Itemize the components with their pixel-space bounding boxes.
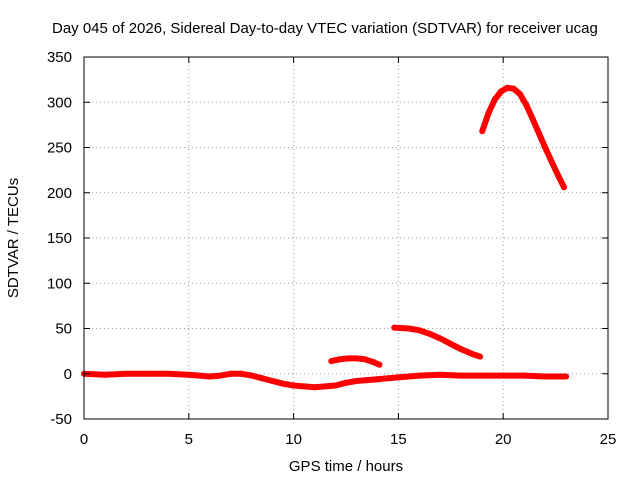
x-tick-label: 10 (285, 431, 302, 448)
data-point (542, 144, 549, 151)
data-point (332, 382, 339, 389)
grid (84, 57, 608, 419)
data-point (280, 380, 287, 387)
data-point (391, 324, 398, 331)
data-point (238, 370, 245, 377)
data-point (477, 353, 484, 360)
data-point (548, 158, 555, 165)
data-point (458, 372, 465, 379)
data-point (343, 379, 349, 386)
data-point (542, 373, 549, 380)
y-tick-label: 100 (47, 275, 72, 292)
data-point (248, 372, 255, 379)
chart-title: Day 045 of 2026, Sidereal Day-to-day VTE… (52, 20, 598, 37)
data-point (290, 382, 297, 389)
data-point (521, 372, 528, 379)
data-point (491, 96, 498, 103)
series-line (394, 324, 482, 360)
data-point (395, 374, 402, 381)
data-point (500, 372, 507, 379)
y-tick-label: 50 (55, 321, 72, 338)
x-tick-label: 5 (185, 431, 193, 448)
y-tick-label: 350 (47, 49, 72, 66)
data-point (416, 327, 423, 334)
series-group (81, 84, 570, 391)
data-point (416, 372, 423, 379)
data-point (498, 88, 505, 95)
data-point (217, 372, 224, 379)
data-point (336, 356, 343, 363)
data-point (479, 128, 486, 135)
data-point (504, 84, 511, 91)
data-point (301, 383, 308, 390)
data-point (561, 184, 567, 191)
data-point (468, 350, 475, 357)
x-tick-label: 15 (390, 431, 407, 448)
data-point (364, 377, 370, 384)
y-axis-label: SDTVAR / TECUs (5, 178, 22, 298)
data-point (458, 346, 465, 353)
x-tick-label: 25 (600, 431, 617, 448)
axis-ticks: 0 5 10 15 20 25 -50 0 50 100 150 200 250 300 350 (47, 49, 616, 448)
data-point (374, 376, 381, 383)
data-point (563, 373, 570, 380)
data-point (370, 359, 377, 365)
data-point (196, 372, 203, 379)
y-tick-label: 0 (64, 366, 72, 383)
data-point (328, 358, 335, 365)
data-point (437, 335, 444, 342)
data-point (523, 102, 530, 108)
y-tick-label: 300 (47, 94, 72, 111)
data-point (322, 383, 328, 390)
data-point (535, 130, 542, 136)
data-point (479, 372, 486, 379)
y-tick-label: -50 (50, 411, 72, 428)
series-line (479, 84, 567, 189)
data-point (353, 378, 360, 384)
y-tick-label: 200 (47, 185, 72, 202)
data-point (102, 371, 108, 378)
data-point (485, 110, 492, 117)
x-tick-label: 0 (80, 431, 88, 448)
data-point (376, 361, 383, 368)
data-point (554, 171, 561, 178)
data-point (259, 375, 266, 382)
data-point (269, 378, 276, 384)
data-point (143, 370, 150, 377)
data-point (426, 330, 433, 337)
data-point (510, 85, 517, 92)
x-tick-label: 20 (495, 431, 512, 448)
data-point (227, 370, 234, 377)
data-point (122, 370, 129, 377)
data-point (353, 355, 360, 362)
data-point (345, 355, 352, 362)
x-axis-label: GPS time / hours (289, 458, 403, 475)
data-point (405, 325, 412, 332)
y-tick-label: 250 (47, 140, 72, 157)
data-point (529, 115, 536, 122)
data-point (517, 91, 523, 98)
data-point (437, 371, 444, 378)
y-tick-label: 150 (47, 230, 72, 247)
data-point (361, 356, 368, 363)
data-point (311, 384, 318, 391)
data-point (447, 340, 454, 347)
data-point (185, 371, 192, 378)
data-point (164, 370, 171, 377)
data-point (206, 373, 213, 380)
